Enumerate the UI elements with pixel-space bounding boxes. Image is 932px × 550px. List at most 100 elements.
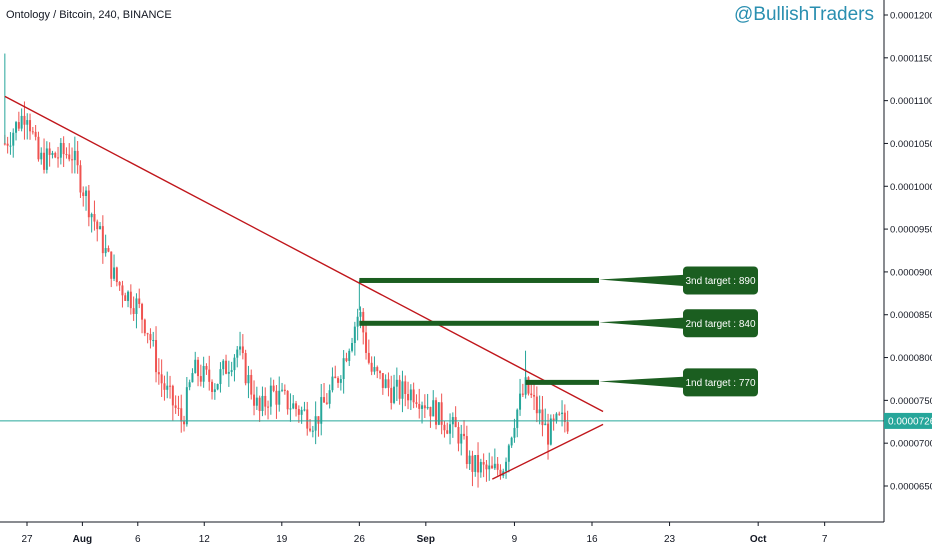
candle-body	[152, 340, 155, 342]
candle-body	[185, 387, 188, 425]
target-box	[683, 266, 758, 295]
candle-body	[303, 409, 306, 411]
candle-body	[457, 427, 460, 444]
candle-body	[146, 333, 149, 335]
candle-body	[295, 403, 298, 410]
price-tick-label: 0.0001000	[890, 182, 932, 193]
candle-body	[474, 455, 477, 472]
candle-body	[418, 403, 421, 409]
candle-body	[471, 455, 474, 472]
trendline	[491, 423, 604, 480]
candle-body	[479, 462, 482, 473]
candle-body	[549, 418, 552, 445]
candle-body	[12, 132, 15, 146]
candle-body	[521, 393, 524, 395]
candlestick-series	[3, 53, 569, 488]
candle-body	[160, 374, 163, 384]
candle-body	[446, 430, 449, 434]
candle-body	[37, 136, 40, 160]
time-tick-label: Sep	[417, 534, 435, 545]
target-bar	[359, 320, 599, 326]
price-tick-label: 0.0000900	[890, 267, 932, 278]
candle-body	[43, 152, 46, 170]
candle-body	[421, 405, 424, 409]
candle-body	[57, 157, 60, 159]
candle-body	[440, 402, 443, 425]
candle-body	[547, 423, 550, 445]
time-tick-label: Aug	[73, 534, 92, 545]
price-tick-label: 0.0000750	[890, 396, 932, 407]
candle-body	[477, 455, 480, 473]
candle-body	[516, 409, 519, 428]
candle-body	[373, 367, 376, 372]
target-box	[683, 368, 758, 397]
price-tick-label: 0.0001150	[890, 53, 932, 64]
candle-body	[409, 389, 412, 401]
candle-body	[563, 412, 566, 423]
time-axis[interactable]: 27 Aug 6 12 19 26 Sep 9 16 23 Oct 7	[0, 521, 884, 545]
candle-body	[205, 365, 208, 370]
candle-body	[323, 397, 326, 403]
candle-body	[283, 389, 286, 391]
candle-body	[96, 221, 99, 230]
candle-body	[213, 389, 216, 392]
candle-body	[275, 390, 278, 405]
candle-body	[227, 371, 230, 374]
candle-body	[171, 385, 174, 406]
candle-body	[272, 385, 275, 391]
candle-body	[376, 367, 379, 372]
price-tick-label: 0.0000850	[890, 310, 932, 321]
candle-body	[239, 346, 242, 350]
candle-body	[381, 373, 384, 388]
candle-body	[398, 379, 401, 399]
candle-body	[437, 402, 440, 425]
candle-body	[292, 403, 295, 409]
candle-body	[197, 359, 200, 377]
target-pointer	[599, 376, 690, 389]
candle-body	[15, 122, 18, 133]
candle-body	[76, 150, 79, 166]
candle-body	[493, 463, 496, 469]
candle-body	[331, 376, 334, 391]
candle-body	[54, 152, 57, 158]
symbol-title: Ontology / Bitcoin, 240, BINANCE	[6, 9, 172, 21]
candle-body	[527, 377, 530, 394]
candle-body	[289, 408, 292, 410]
candle-body	[384, 379, 387, 388]
candle-body	[407, 394, 410, 401]
candle-body	[255, 397, 258, 406]
time-tick-label: 6	[135, 534, 141, 545]
candle-body	[157, 372, 160, 375]
candle-body	[73, 150, 76, 161]
candle-body	[535, 396, 538, 414]
candle-body	[79, 165, 82, 193]
candle-body	[26, 120, 29, 125]
candle-body	[297, 409, 300, 415]
target-bar	[525, 379, 599, 385]
candle-body	[306, 409, 309, 429]
time-tick-label: 16	[586, 534, 598, 545]
candle-body	[325, 402, 328, 404]
candle-body	[337, 378, 340, 383]
candle-body	[309, 428, 312, 431]
candle-body	[17, 122, 20, 129]
candle-body	[426, 406, 429, 409]
candle-body	[219, 369, 222, 385]
target-pointer	[599, 317, 690, 330]
candle-body	[124, 295, 127, 301]
candle-body	[317, 416, 320, 424]
candle-body	[387, 379, 390, 388]
candle-body	[23, 115, 26, 125]
candle-body	[115, 267, 118, 283]
candle-body	[460, 433, 463, 444]
candle-body	[544, 423, 547, 426]
candle-body	[107, 248, 110, 252]
price-tick-label: 0.0000700	[890, 439, 932, 450]
price-axis[interactable]: 0.0001200 0.0001150 0.0001100 0.0001050 0.00…	[883, 0, 932, 522]
candle-body	[558, 413, 561, 415]
time-tick-label: 19	[276, 534, 288, 545]
price-tick-label: 0.0001100	[890, 96, 932, 107]
time-tick-label: 7	[822, 534, 828, 545]
candle-body	[166, 385, 169, 390]
